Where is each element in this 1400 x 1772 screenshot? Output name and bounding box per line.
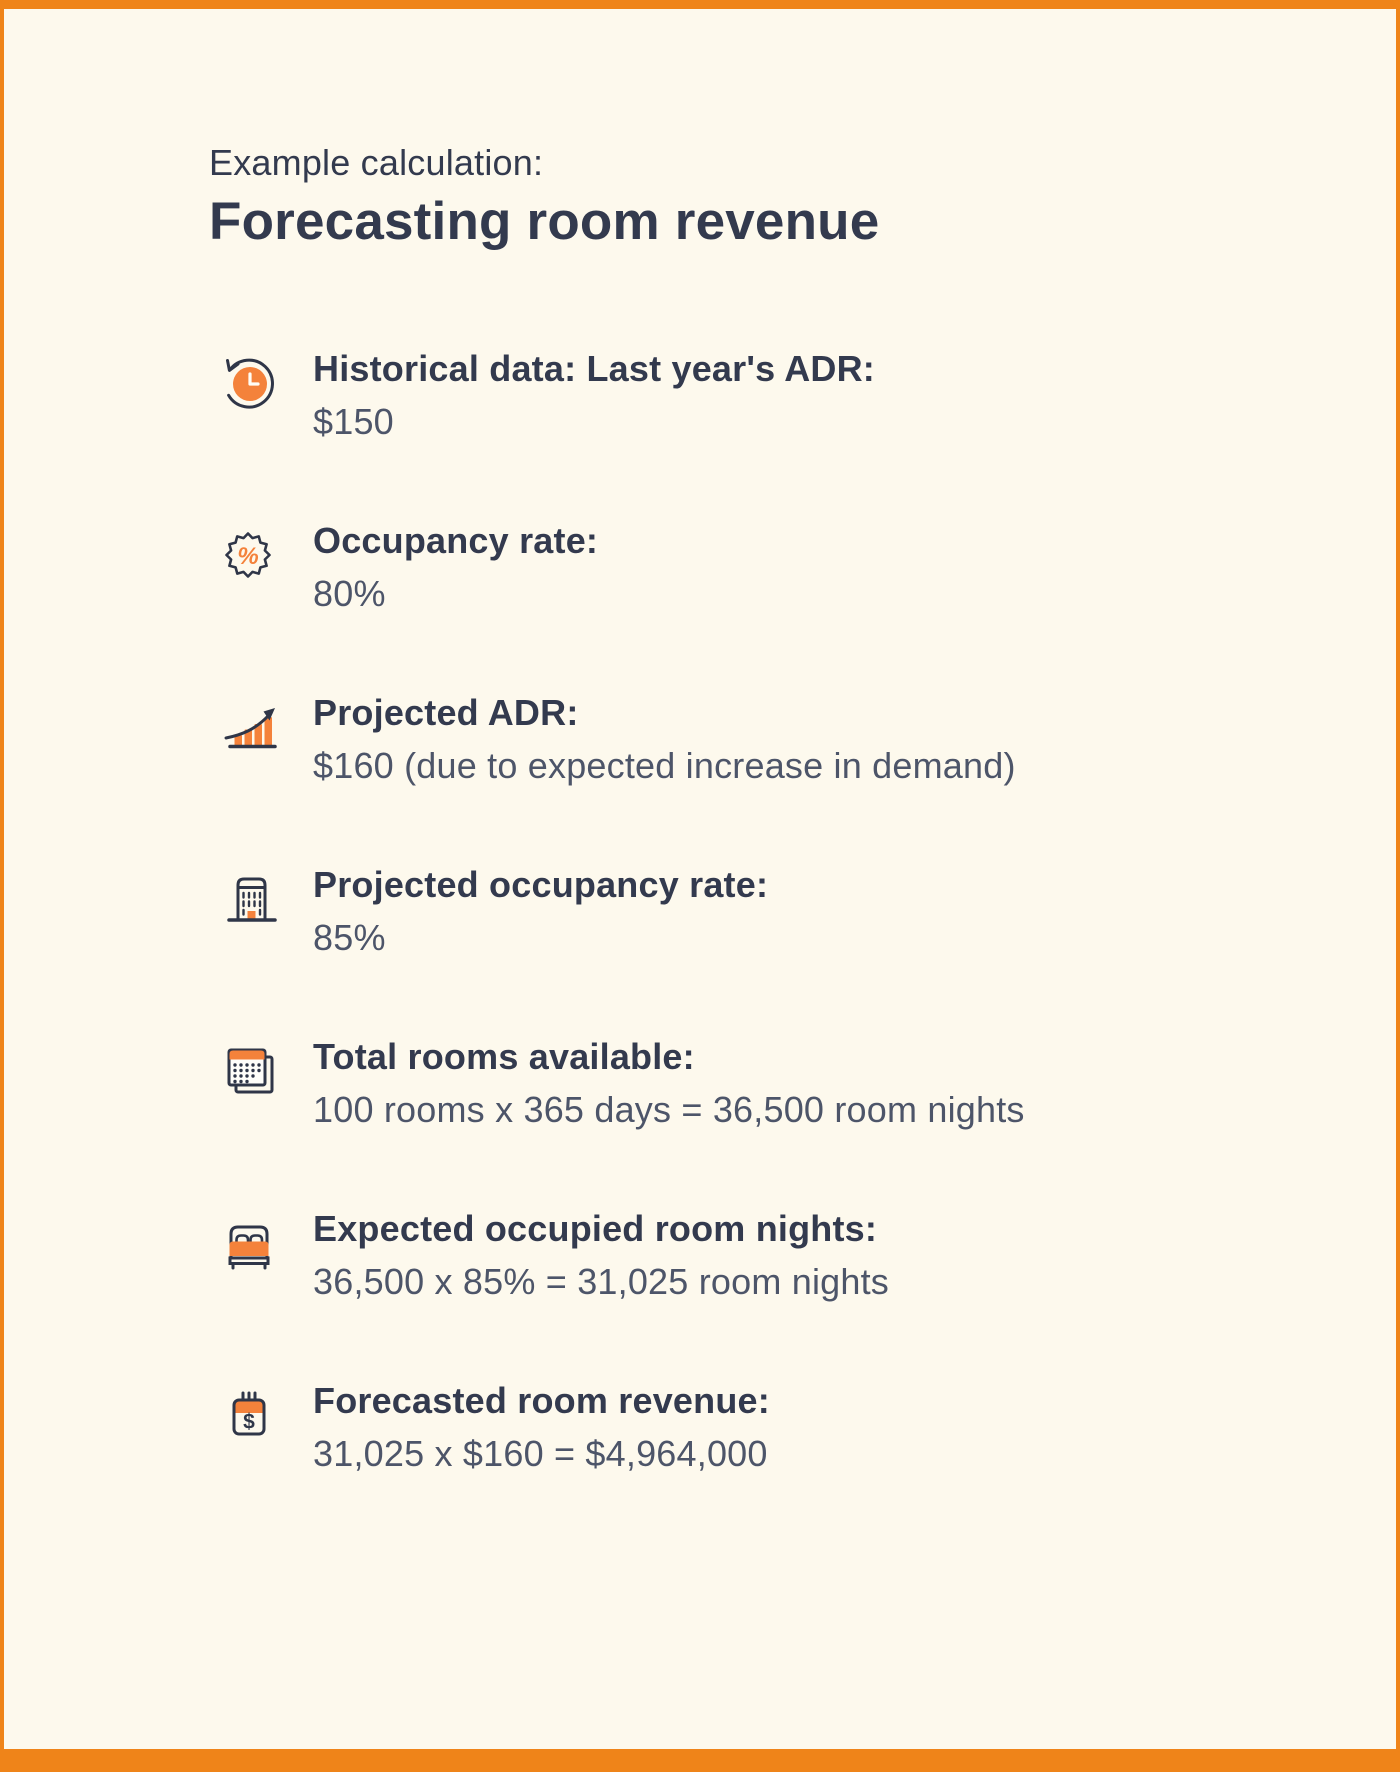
calculation-step: Projected occupancy rate: 85% bbox=[209, 858, 1316, 964]
step-value: 85% bbox=[313, 917, 386, 958]
step-label: Projected ADR: bbox=[313, 692, 579, 733]
step-label: Expected occupied room nights: bbox=[313, 1208, 878, 1249]
step-value: 100 rooms x 365 days = 36,500 room night… bbox=[313, 1089, 1025, 1130]
content-area: Example calculation: Forecasting room re… bbox=[4, 9, 1396, 1480]
calculation-step: $ Forecasted room revenue: 31,025 x $160… bbox=[209, 1374, 1316, 1480]
svg-text:%: % bbox=[237, 543, 258, 570]
step-value: 80% bbox=[313, 573, 386, 614]
calculation-step: Historical data: Last year's ADR: $150 bbox=[209, 342, 1316, 448]
step-text: Historical data: Last year's ADR: $150 bbox=[313, 342, 875, 448]
calendar-pages-icon bbox=[217, 1038, 281, 1102]
step-text: Projected ADR: $160 (due to expected inc… bbox=[313, 686, 1016, 792]
step-value: 36,500 x 85% = 31,025 room nights bbox=[313, 1261, 889, 1302]
step-text: Expected occupied room nights: 36,500 x … bbox=[313, 1202, 889, 1308]
step-text: Occupancy rate: 80% bbox=[313, 514, 598, 620]
step-text: Total rooms available: 100 rooms x 365 d… bbox=[313, 1030, 1025, 1136]
step-label: Projected occupancy rate: bbox=[313, 864, 769, 905]
step-text: Projected occupancy rate: 85% bbox=[313, 858, 768, 964]
building-icon bbox=[217, 866, 281, 930]
calculation-step: % Occupancy rate: 80% bbox=[209, 514, 1316, 620]
step-label: Forecasted room revenue: bbox=[313, 1380, 770, 1421]
calculation-steps-list: Historical data: Last year's ADR: $150 %… bbox=[209, 342, 1316, 1480]
header: Example calculation: Forecasting room re… bbox=[209, 140, 1316, 254]
step-label: Occupancy rate: bbox=[313, 520, 599, 561]
svg-text:$: $ bbox=[243, 1411, 255, 1434]
step-value: $150 bbox=[313, 401, 394, 442]
percent-badge-icon: % bbox=[217, 522, 281, 586]
calendar-dollar-icon: $ bbox=[217, 1382, 281, 1446]
step-label: Historical data: Last year's ADR: bbox=[313, 348, 875, 389]
step-value: 31,025 x $160 = $4,964,000 bbox=[313, 1433, 768, 1474]
bed-icon bbox=[217, 1210, 281, 1274]
growth-chart-icon bbox=[217, 694, 281, 758]
step-text: Forecasted room revenue: 31,025 x $160 =… bbox=[313, 1374, 770, 1480]
calculation-step: Expected occupied room nights: 36,500 x … bbox=[209, 1202, 1316, 1308]
page-title: Forecasting room revenue bbox=[209, 192, 880, 251]
history-clock-icon bbox=[217, 350, 281, 414]
title-prefix: Example calculation: bbox=[209, 142, 544, 183]
step-label: Total rooms available: bbox=[313, 1036, 695, 1077]
step-value: $160 (due to expected increase in demand… bbox=[313, 745, 1016, 786]
calculation-step: Total rooms available: 100 rooms x 365 d… bbox=[209, 1030, 1316, 1136]
calculation-step: Projected ADR: $160 (due to expected inc… bbox=[209, 686, 1316, 792]
